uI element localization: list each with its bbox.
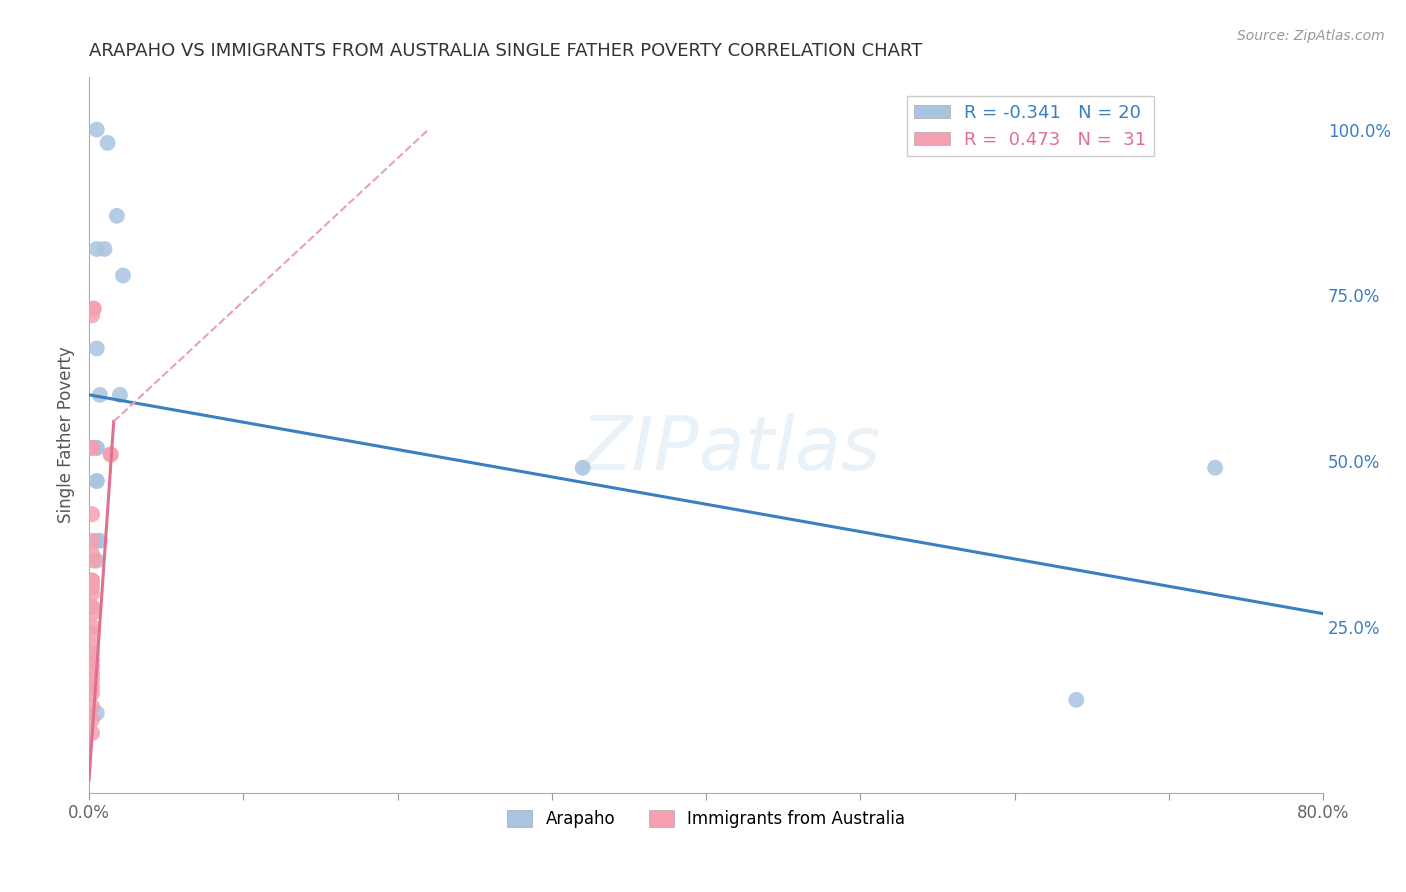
Point [86,342,108,356]
Point [82,533,104,548]
Point [86,441,108,455]
Point [82,680,104,694]
Point [571,460,593,475]
Point [82,607,104,621]
Point [82,673,104,687]
Point [105,209,128,223]
Point [82,441,104,455]
Point [86,706,108,720]
Point [83,301,105,316]
Point [82,659,104,673]
Point [82,626,104,640]
Point [82,666,104,681]
Point [86,553,108,567]
Point [82,686,104,700]
Point [83,301,105,316]
Point [82,726,104,740]
Point [82,574,104,588]
Point [111,268,134,283]
Legend: Arapaho, Immigrants from Australia: Arapaho, Immigrants from Australia [501,803,911,834]
Text: ARAPAHO VS IMMIGRANTS FROM AUSTRALIA SINGLE FATHER POVERTY CORRELATION CHART: ARAPAHO VS IMMIGRANTS FROM AUSTRALIA SIN… [89,42,922,60]
Point [82,713,104,727]
Point [82,587,104,601]
Point [82,441,104,455]
Point [82,653,104,667]
Point [82,308,104,322]
Point [89,388,111,402]
Point [86,474,108,488]
Point [86,441,108,455]
Point [82,620,104,634]
Point [100,448,122,462]
Point [1066,693,1088,707]
Text: Source: ZipAtlas.com: Source: ZipAtlas.com [1237,29,1385,43]
Point [100,448,122,462]
Point [82,580,104,594]
Point [82,699,104,714]
Point [86,474,108,488]
Point [83,553,105,567]
Point [82,600,104,615]
Point [82,574,104,588]
Point [82,547,104,561]
Point [82,647,104,661]
Y-axis label: Single Father Poverty: Single Father Poverty [58,346,75,523]
Text: ZIPatlas: ZIPatlas [581,413,880,485]
Point [93,242,115,256]
Point [1204,460,1226,475]
Point [82,507,104,521]
Point [86,533,108,548]
Point [82,640,104,654]
Point [86,122,108,136]
Point [108,388,131,402]
Point [97,136,120,150]
Point [82,600,104,615]
Point [86,242,108,256]
Point [89,533,111,548]
